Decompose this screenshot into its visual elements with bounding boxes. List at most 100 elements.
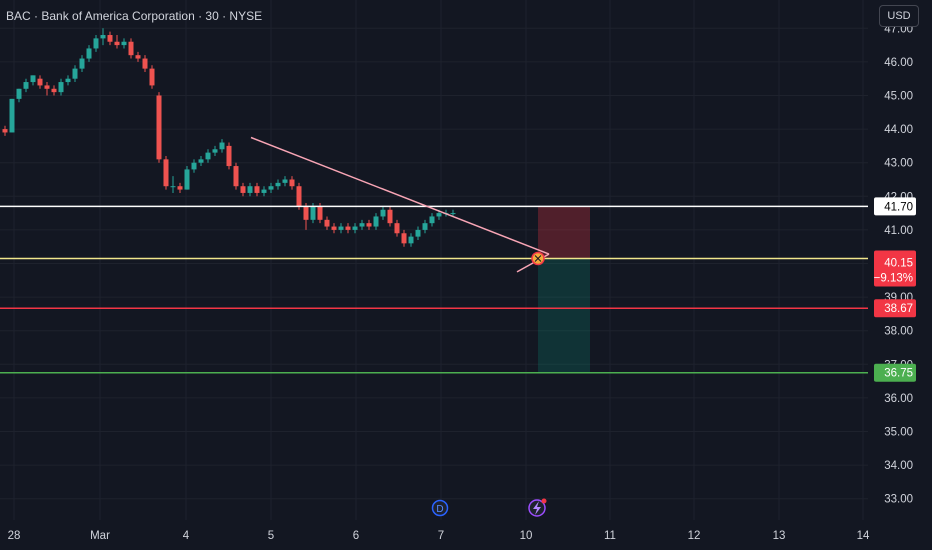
candle: [275, 179, 281, 190]
candle-body: [156, 95, 162, 160]
candle-body: [282, 179, 288, 183]
candle: [366, 219, 372, 230]
lightning-icon: [533, 501, 541, 515]
price-tick-label: 34.00: [884, 460, 913, 472]
currency-button[interactable]: USD: [879, 5, 919, 27]
price-level-label: 41.70: [884, 201, 913, 213]
candle-body: [324, 219, 330, 227]
candle-body: [331, 226, 337, 230]
chart-grid: [0, 0, 868, 520]
price-level-label: 36.75: [884, 368, 913, 380]
candle-body: [401, 233, 407, 244]
candle-body: [219, 142, 225, 150]
candle-body: [142, 58, 148, 69]
candle: [149, 65, 155, 89]
price-tick-label: 45.00: [884, 91, 913, 103]
candle: [16, 88, 22, 103]
time-tick-label: 13: [773, 530, 786, 542]
time-tick-label: 12: [688, 530, 701, 542]
drawings: [250, 136, 550, 273]
candle-body: [408, 236, 414, 244]
candle: [23, 78, 29, 93]
candle-body: [352, 226, 358, 230]
candle-body: [72, 68, 78, 79]
candle: [135, 51, 141, 62]
candle-body: [233, 166, 239, 187]
candle: [9, 98, 15, 133]
time-tick-label: 11: [604, 530, 616, 542]
candle: [65, 75, 71, 86]
candle: [2, 125, 8, 136]
price-level-label: 38.67: [884, 303, 913, 315]
time-axis: 28 Mar 4 5 6 7 10 11 12 13 14: [8, 530, 870, 542]
time-tick-label: 7: [438, 530, 444, 542]
candle: [191, 159, 197, 173]
time-tick-label: 14: [857, 530, 870, 542]
candle-body: [205, 152, 211, 160]
candle-body: [107, 35, 113, 42]
candle-body: [429, 216, 435, 224]
candle: [226, 142, 232, 170]
candle-body: [184, 169, 190, 190]
candle-body: [310, 206, 316, 220]
candle: [177, 182, 183, 193]
candle-body: [16, 88, 22, 99]
candle-body: [345, 226, 351, 230]
candle-body: [30, 75, 36, 83]
candle-body: [135, 55, 141, 59]
candle: [268, 182, 274, 193]
candles: [2, 28, 456, 247]
candle: [394, 219, 400, 237]
candle: [387, 206, 393, 227]
candle-body: [93, 38, 99, 49]
candle: [261, 186, 267, 197]
candle: [86, 45, 92, 62]
price-tick-label: 43.00: [884, 158, 913, 170]
candle-body: [79, 58, 85, 69]
candle: [107, 31, 113, 46]
time-tick-label: 28: [8, 530, 21, 542]
candle: [58, 78, 64, 96]
dividend-marker: [431, 499, 449, 517]
candle-body: [9, 98, 15, 133]
candle: [184, 166, 190, 190]
candle: [254, 182, 260, 197]
candle: [219, 139, 225, 153]
candle: [422, 219, 428, 234]
candle-body: [450, 213, 456, 215]
time-tick-label: 5: [268, 530, 274, 542]
candle-body: [2, 129, 8, 133]
earnings-flash-icon[interactable]: [528, 498, 547, 517]
candle: [373, 213, 379, 230]
candle: [163, 155, 169, 190]
candle-body: [170, 186, 176, 188]
candle: [170, 176, 176, 193]
candle: [205, 149, 211, 163]
candle-body: [261, 189, 267, 193]
candle: [359, 219, 365, 230]
candle-body: [373, 216, 379, 227]
candle-body: [121, 41, 127, 46]
candle: [338, 223, 344, 234]
price-tick-label: 35.00: [884, 427, 913, 439]
candle-body: [114, 41, 120, 46]
candle: [156, 92, 162, 163]
current-price-label: 40.15: [884, 257, 913, 269]
candle: [401, 229, 407, 247]
candle-body: [128, 41, 134, 56]
candle: [72, 65, 78, 83]
price-levels: [0, 205, 874, 374]
candle-body: [226, 145, 232, 167]
candle: [331, 223, 337, 234]
candle: [51, 85, 57, 96]
candle: [303, 203, 309, 230]
price-tick-label: 36.00: [884, 393, 913, 405]
candle-body: [436, 213, 442, 217]
candle: [380, 206, 386, 220]
candle-body: [163, 159, 169, 187]
candle: [450, 209, 456, 217]
candle-body: [254, 186, 260, 193]
candle-body: [191, 162, 197, 170]
candle: [93, 35, 99, 52]
